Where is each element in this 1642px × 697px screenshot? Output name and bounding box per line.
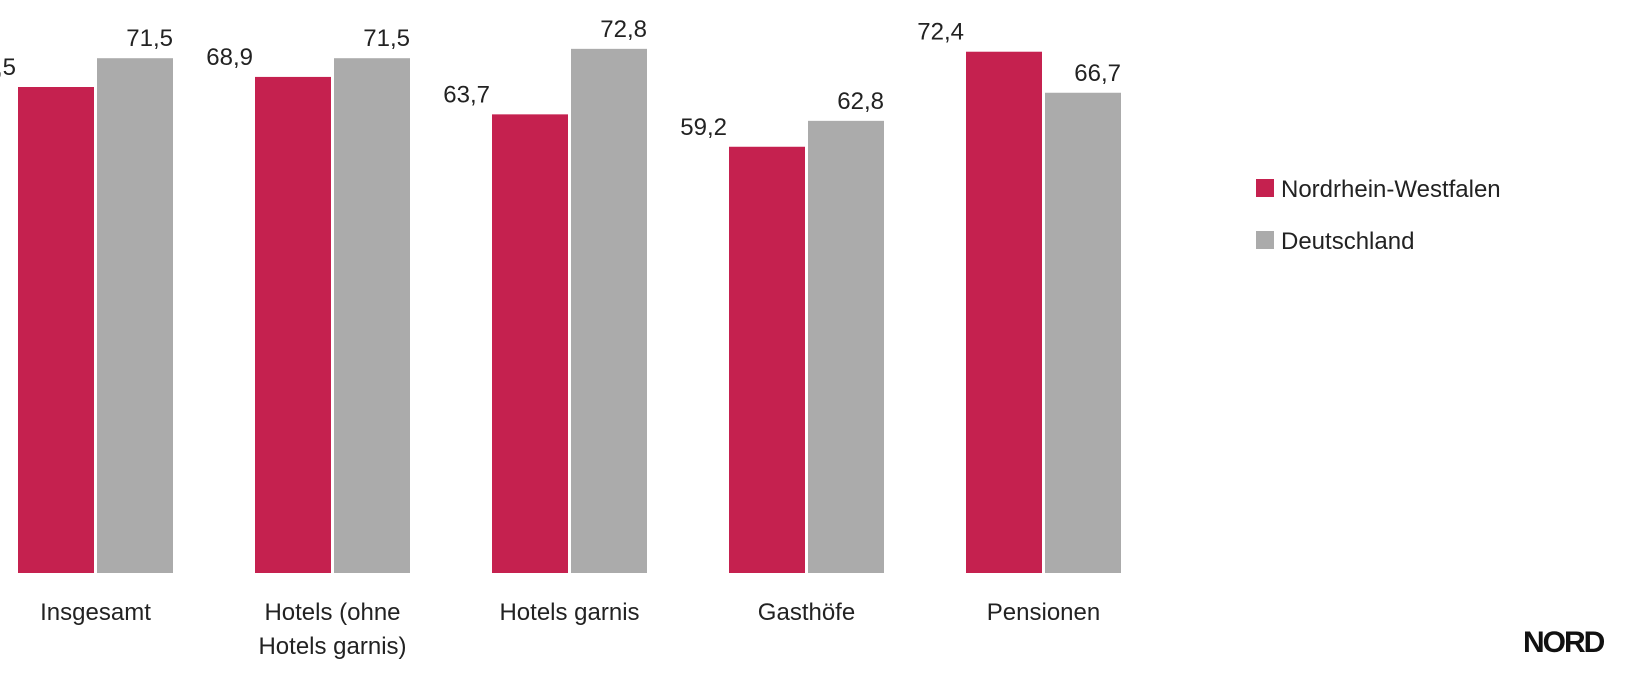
bar [966, 51, 1042, 574]
bar [492, 114, 568, 574]
bar [255, 76, 331, 574]
value-label: 59,2 [680, 114, 727, 141]
bar [808, 120, 884, 573]
bar [1045, 92, 1121, 573]
legend-swatch [1256, 179, 1274, 197]
bar [97, 58, 173, 573]
value-label: 66,7 [1074, 60, 1121, 87]
value-label: 72,4 [917, 19, 964, 46]
value-label: 63,7 [443, 81, 490, 108]
legend-swatch [1256, 231, 1274, 249]
x-tick-label: Hotels (ohne Hotels garnis) [258, 599, 407, 660]
value-label: 67,5 [0, 54, 16, 81]
bar [729, 146, 805, 573]
value-label: 72,8 [600, 16, 647, 43]
bar [334, 58, 410, 573]
legend-label: Deutschland [1281, 228, 1414, 255]
bar [571, 48, 647, 573]
bar [18, 87, 94, 573]
x-tick-label: Hotels garnis [499, 599, 640, 626]
value-label: 71,5 [363, 25, 410, 52]
value-label: 68,9 [206, 44, 253, 71]
value-label: 62,8 [837, 88, 884, 115]
x-tick-label: Insgesamt [40, 599, 151, 626]
logo: NORD [1523, 626, 1605, 659]
x-tick-label: Gasthöfe [757, 599, 856, 626]
value-label: 71,5 [126, 25, 173, 52]
legend-label: Nordrhein-Westfalen [1281, 176, 1501, 203]
x-tick-label: Pensionen [986, 599, 1101, 626]
